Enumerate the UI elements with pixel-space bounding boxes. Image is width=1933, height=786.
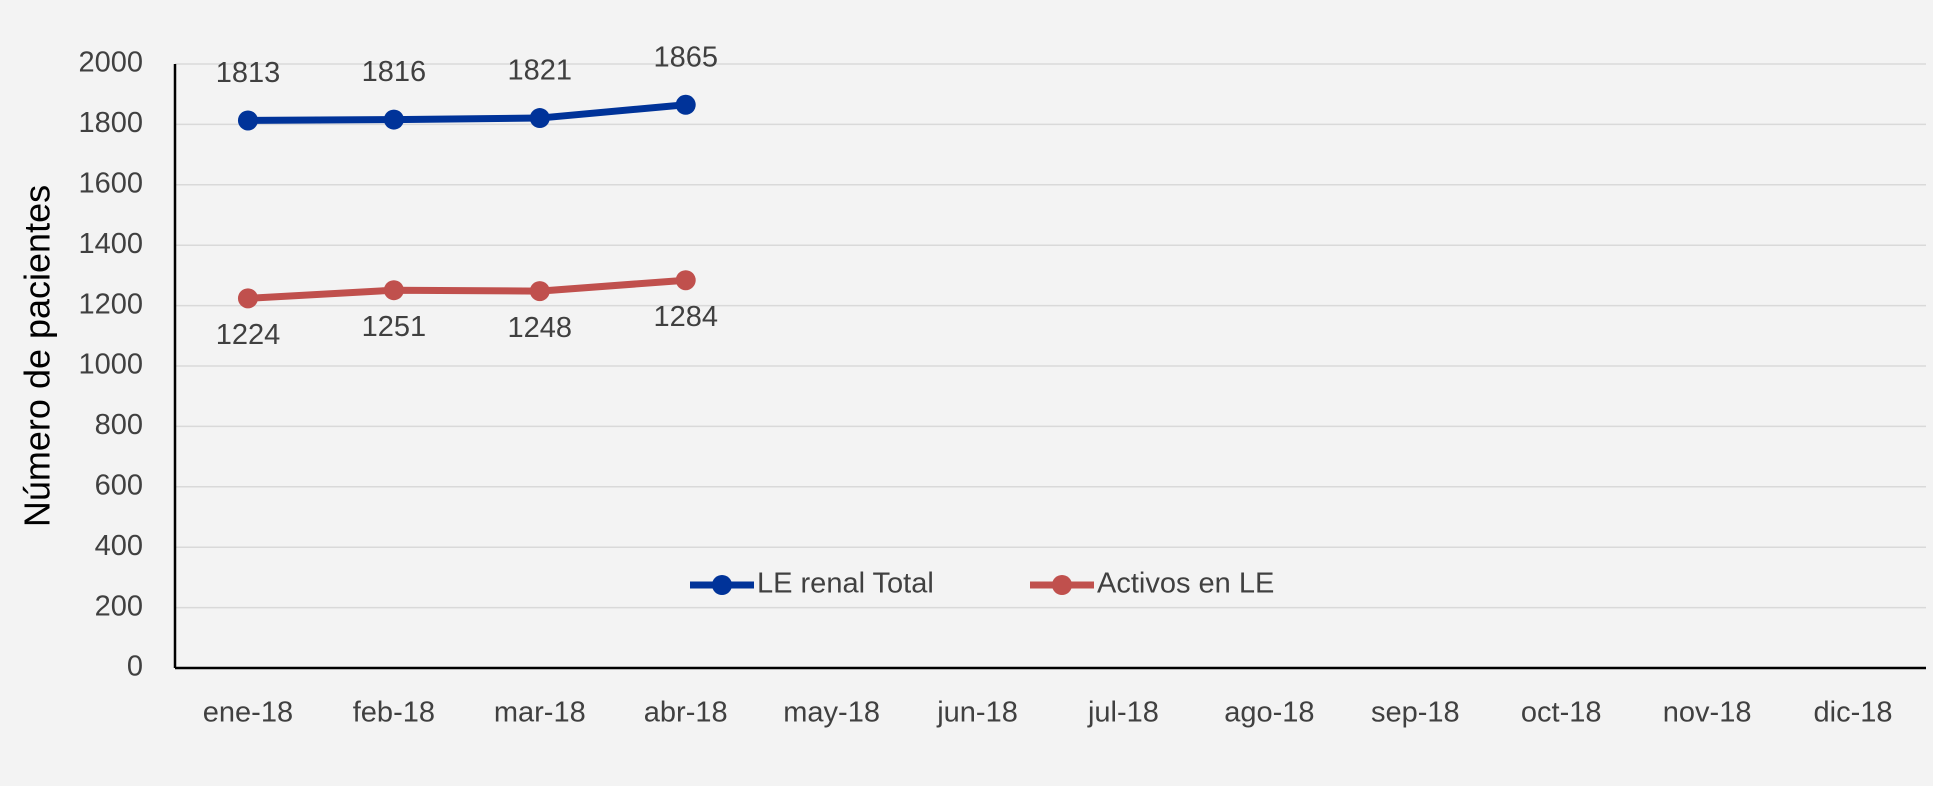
- y-tick-label: 1800: [78, 107, 143, 139]
- x-tick-label: jun-18: [936, 697, 1018, 729]
- series-line: [247, 101, 687, 124]
- y-tick-label: 1400: [78, 228, 143, 260]
- y-tick-label: 1600: [78, 167, 143, 199]
- y-tick-label: 1000: [78, 349, 143, 381]
- y-tick-label: 200: [95, 590, 143, 622]
- x-tick-label: nov-18: [1663, 697, 1752, 729]
- legend-label: LE renal Total: [757, 568, 934, 600]
- data-label: 1284: [653, 301, 718, 333]
- data-label: 1821: [508, 55, 573, 87]
- x-tick-label: sep-18: [1371, 697, 1460, 729]
- data-label: 1865: [653, 41, 718, 73]
- data-point: [237, 288, 258, 309]
- x-tick-label: jul-18: [1087, 697, 1159, 729]
- x-tick-label: ene-18: [203, 697, 293, 729]
- y-tick-label: 0: [127, 651, 143, 683]
- y-tick-label: 800: [95, 409, 143, 441]
- data-label: 1251: [362, 311, 427, 343]
- data-point: [529, 108, 550, 129]
- data-label: 1224: [216, 319, 281, 351]
- y-tick-label: 600: [95, 469, 143, 501]
- legend-label: Activos en LE: [1097, 568, 1274, 600]
- legend-marker: [1052, 575, 1072, 595]
- x-tick-label: dic-18: [1814, 697, 1893, 729]
- x-tick-label: mar-18: [494, 697, 586, 729]
- x-tick-label: ago-18: [1224, 697, 1314, 729]
- x-tick-label: may-18: [783, 697, 880, 729]
- data-point: [237, 110, 258, 131]
- x-tick-label: oct-18: [1521, 697, 1602, 729]
- data-point: [383, 280, 404, 301]
- data-point: [529, 281, 550, 302]
- y-tick-label: 2000: [78, 47, 143, 79]
- data-label: 1816: [362, 56, 427, 88]
- y-tick-label: 400: [95, 530, 143, 562]
- y-axis-title: Número de pacientes: [17, 185, 58, 527]
- data-point: [675, 270, 696, 291]
- series-line: [247, 276, 686, 302]
- x-tick-label: feb-18: [353, 697, 435, 729]
- legend-marker: [712, 575, 732, 595]
- x-tick-label: abr-18: [644, 697, 728, 729]
- y-tick-label: 1200: [78, 288, 143, 320]
- data-label: 1248: [508, 312, 573, 344]
- data-point: [383, 109, 404, 130]
- data-point: [675, 94, 696, 115]
- data-label: 1813: [216, 57, 281, 89]
